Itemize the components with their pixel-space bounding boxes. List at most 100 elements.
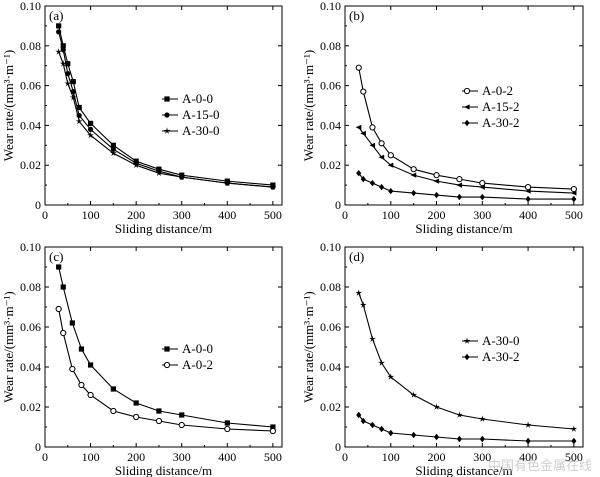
legend-label: A-15-2 (482, 99, 520, 114)
data-point (525, 195, 531, 203)
legend-entry: A-0-0 (162, 341, 213, 356)
y-tick-label: 0.10 (320, 240, 341, 254)
legend-entry: A-15-0 (162, 107, 220, 122)
y-tick-label: 0.04 (20, 118, 41, 132)
legend-label: A-0-2 (482, 83, 513, 98)
legend-entry: A-30-2 (462, 115, 520, 130)
data-point (64, 80, 72, 87)
data-point (379, 425, 385, 433)
legend-entry: A-0-0 (162, 91, 213, 106)
x-axis-title: Sliding distance/m (415, 463, 512, 477)
data-point (178, 173, 186, 181)
data-point (378, 140, 385, 147)
data-point (479, 435, 485, 443)
plot-frame (344, 5, 584, 206)
data-series (356, 169, 577, 203)
panel-label: (c) (49, 249, 63, 264)
data-point (132, 161, 140, 169)
data-point (356, 169, 362, 177)
data-point (378, 154, 385, 160)
y-axis-title: Wear rate/(mm³·m⁻¹) (301, 291, 316, 402)
y-tick-label: 0 (335, 440, 341, 454)
legend-marker (464, 119, 470, 127)
x-tick-label: 500 (264, 450, 282, 464)
legend-entry: A-30-0 (462, 333, 520, 348)
data-point (55, 305, 62, 313)
x-tick-label: 500 (264, 208, 282, 222)
legend-entry: A-0-2 (462, 83, 513, 98)
data-point (109, 149, 117, 157)
data-point (433, 191, 440, 199)
y-tick-label: 0.08 (320, 39, 341, 53)
data-point (179, 412, 185, 418)
data-point (410, 391, 418, 398)
data-point (110, 386, 116, 392)
legend-entry: A-15-2 (462, 99, 520, 114)
legend-label: A-0-0 (182, 341, 213, 356)
legend-marker (463, 337, 471, 344)
data-point (456, 193, 463, 201)
data-point (65, 61, 71, 67)
data-series (355, 124, 577, 196)
y-tick-label: 0.08 (320, 280, 341, 294)
x-tick-label: 400 (519, 450, 537, 464)
y-tick-label: 0.04 (320, 360, 341, 374)
data-point (571, 437, 577, 445)
x-tick-label: 500 (565, 208, 583, 222)
data-point (224, 420, 230, 426)
data-point (56, 23, 62, 29)
legend-marker (163, 127, 171, 134)
data-point (387, 152, 394, 159)
data-point (87, 362, 94, 368)
chart-panel: 0 100 200 300 400 500 0 0.02 0.04 0.06 0.08 0.10 Sli… (1, 0, 283, 236)
y-tick-label: 0.04 (20, 360, 41, 374)
data-point (56, 29, 62, 35)
data-point (270, 424, 276, 430)
data-point (56, 264, 62, 270)
data-point (369, 179, 376, 187)
legend-entry: A-30-2 (462, 349, 520, 364)
data-point (69, 320, 75, 326)
x-tick-label: 200 (428, 450, 446, 464)
data-point (87, 391, 94, 399)
series-line (358, 127, 574, 194)
y-tick-label: 0.10 (320, 0, 341, 13)
data-point (456, 176, 463, 183)
data-point (479, 184, 485, 190)
x-tick-label: 500 (565, 450, 583, 464)
data-point (156, 408, 162, 414)
x-tick-label: 100 (82, 450, 100, 464)
data-point (369, 124, 376, 131)
data-series (55, 48, 277, 190)
data-point (360, 130, 366, 136)
data-point (87, 126, 94, 132)
data-point (524, 421, 532, 428)
data-point (360, 175, 366, 183)
data-point (60, 47, 66, 53)
x-axis-title: Sliding distance/m (415, 221, 512, 236)
x-tick-label: 0 (42, 208, 48, 222)
data-point (359, 301, 367, 308)
panel-label: (a) (49, 8, 63, 23)
data-point (110, 407, 117, 415)
data-point (456, 435, 463, 443)
data-point (76, 104, 82, 111)
data-point (110, 146, 116, 152)
data-point (360, 88, 367, 95)
data-point (59, 60, 67, 67)
data-point (411, 189, 417, 197)
data-point (155, 169, 163, 177)
legend-marker (163, 361, 171, 369)
y-tick-label: 0.02 (20, 400, 41, 414)
x-tick-label: 400 (519, 208, 537, 222)
data-point (411, 431, 417, 439)
data-point (369, 421, 376, 429)
series-line (358, 67, 574, 190)
data-point (178, 421, 185, 429)
data-series (355, 64, 577, 193)
data-point (78, 346, 85, 352)
chart-panel: 0 100 200 300 400 500 0 0.02 0.04 0.06 0.08 0.10 Sli… (301, 240, 584, 477)
x-tick-label: 200 (127, 208, 145, 222)
x-tick-label: 200 (127, 450, 145, 464)
